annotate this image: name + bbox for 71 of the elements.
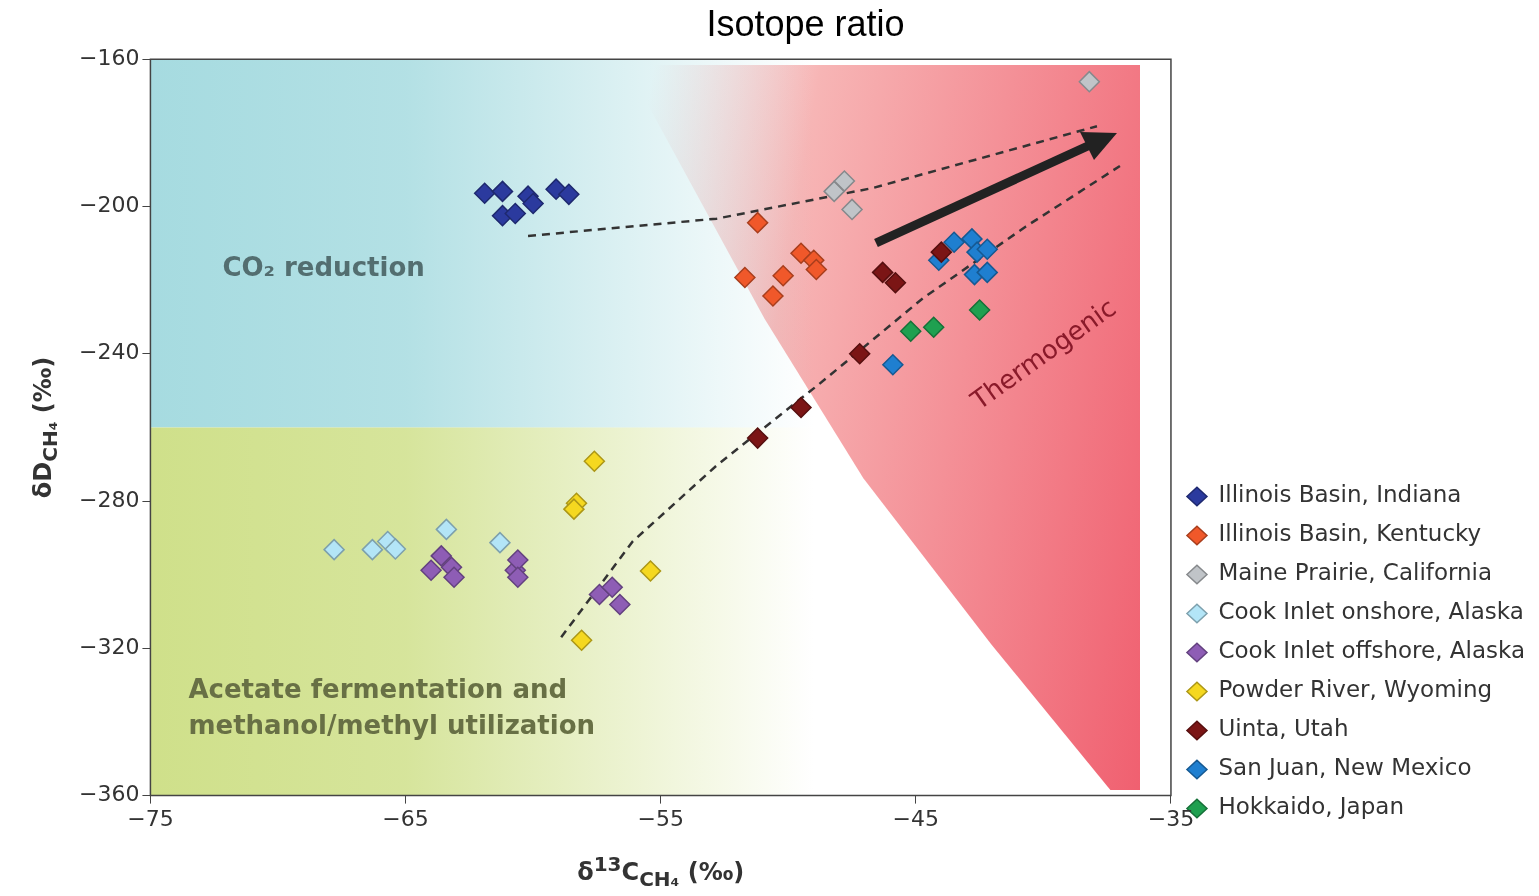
point <box>746 211 769 234</box>
legend-label: Cook Inlet offshore, Alaska <box>1218 637 1525 664</box>
legend-label: Uinta, Utah <box>1218 715 1349 742</box>
legend-label: Illinois Basin, Kentucky <box>1218 520 1482 547</box>
point <box>790 242 812 264</box>
legend-label: Cook Inlet onshore, Alaska <box>1218 598 1524 625</box>
point <box>823 180 845 203</box>
point <box>430 545 453 567</box>
point <box>899 320 922 343</box>
point <box>384 538 407 560</box>
legend-label: Maine Prairie, California <box>1218 559 1493 586</box>
x-tick-label: −65 <box>382 805 429 831</box>
x-tick-label: −35 <box>1147 805 1195 831</box>
point <box>790 396 812 419</box>
point <box>1078 70 1101 93</box>
point <box>609 593 631 616</box>
point <box>884 271 907 294</box>
point <box>922 316 945 338</box>
point <box>361 538 384 561</box>
point <box>734 266 756 289</box>
point <box>435 518 458 541</box>
point <box>504 202 527 225</box>
point <box>473 182 496 204</box>
point <box>871 261 894 284</box>
point <box>746 427 769 449</box>
x-tick-label: −75 <box>127 805 174 831</box>
point <box>976 238 999 260</box>
band-label: Acetate fermentation and methanol/methyl utilization <box>188 674 596 741</box>
point <box>943 231 965 253</box>
x-tick-label: −55 <box>637 805 684 831</box>
point <box>570 629 593 651</box>
point <box>833 170 856 192</box>
y-tick-label: −240 <box>78 339 140 365</box>
point <box>841 198 863 221</box>
legend-label: San Juan, New Mexico <box>1218 754 1472 781</box>
point <box>961 228 983 250</box>
point <box>882 354 904 376</box>
point <box>443 566 465 589</box>
point <box>976 261 999 284</box>
point <box>930 241 953 263</box>
point <box>583 450 606 473</box>
y-tick-label: −280 <box>78 486 140 512</box>
y-tick-label: −320 <box>78 634 140 660</box>
point <box>639 560 662 582</box>
point <box>588 583 611 606</box>
point <box>563 498 585 520</box>
legend-label: Hokkaido, Japan <box>1218 793 1404 820</box>
point <box>491 180 514 203</box>
line-series <box>559 164 1122 639</box>
point <box>805 258 828 281</box>
point <box>558 183 580 206</box>
chart-title: Isotope ratio <box>706 2 905 44</box>
point <box>601 576 623 598</box>
y-tick-label: −360 <box>78 781 140 807</box>
legend-label: Powder River, Wyoming <box>1218 676 1493 703</box>
point <box>762 285 784 307</box>
point <box>420 559 442 582</box>
point <box>507 566 529 589</box>
point <box>848 343 871 365</box>
x-axis-title: δ$^{13}$C$_{CH₄}$ (‰) <box>577 851 745 891</box>
point <box>323 538 345 561</box>
point <box>507 549 529 571</box>
point <box>772 264 794 287</box>
line-series <box>526 124 1099 238</box>
y-tick-label: −200 <box>78 192 140 218</box>
point <box>489 531 511 554</box>
x-tick-label: −45 <box>892 805 940 831</box>
band-label: CO₂ reduction <box>222 251 425 282</box>
y-tick-label: −160 <box>78 44 140 70</box>
point <box>522 192 544 215</box>
legend-label: Illinois Basin, Indiana <box>1218 481 1462 508</box>
